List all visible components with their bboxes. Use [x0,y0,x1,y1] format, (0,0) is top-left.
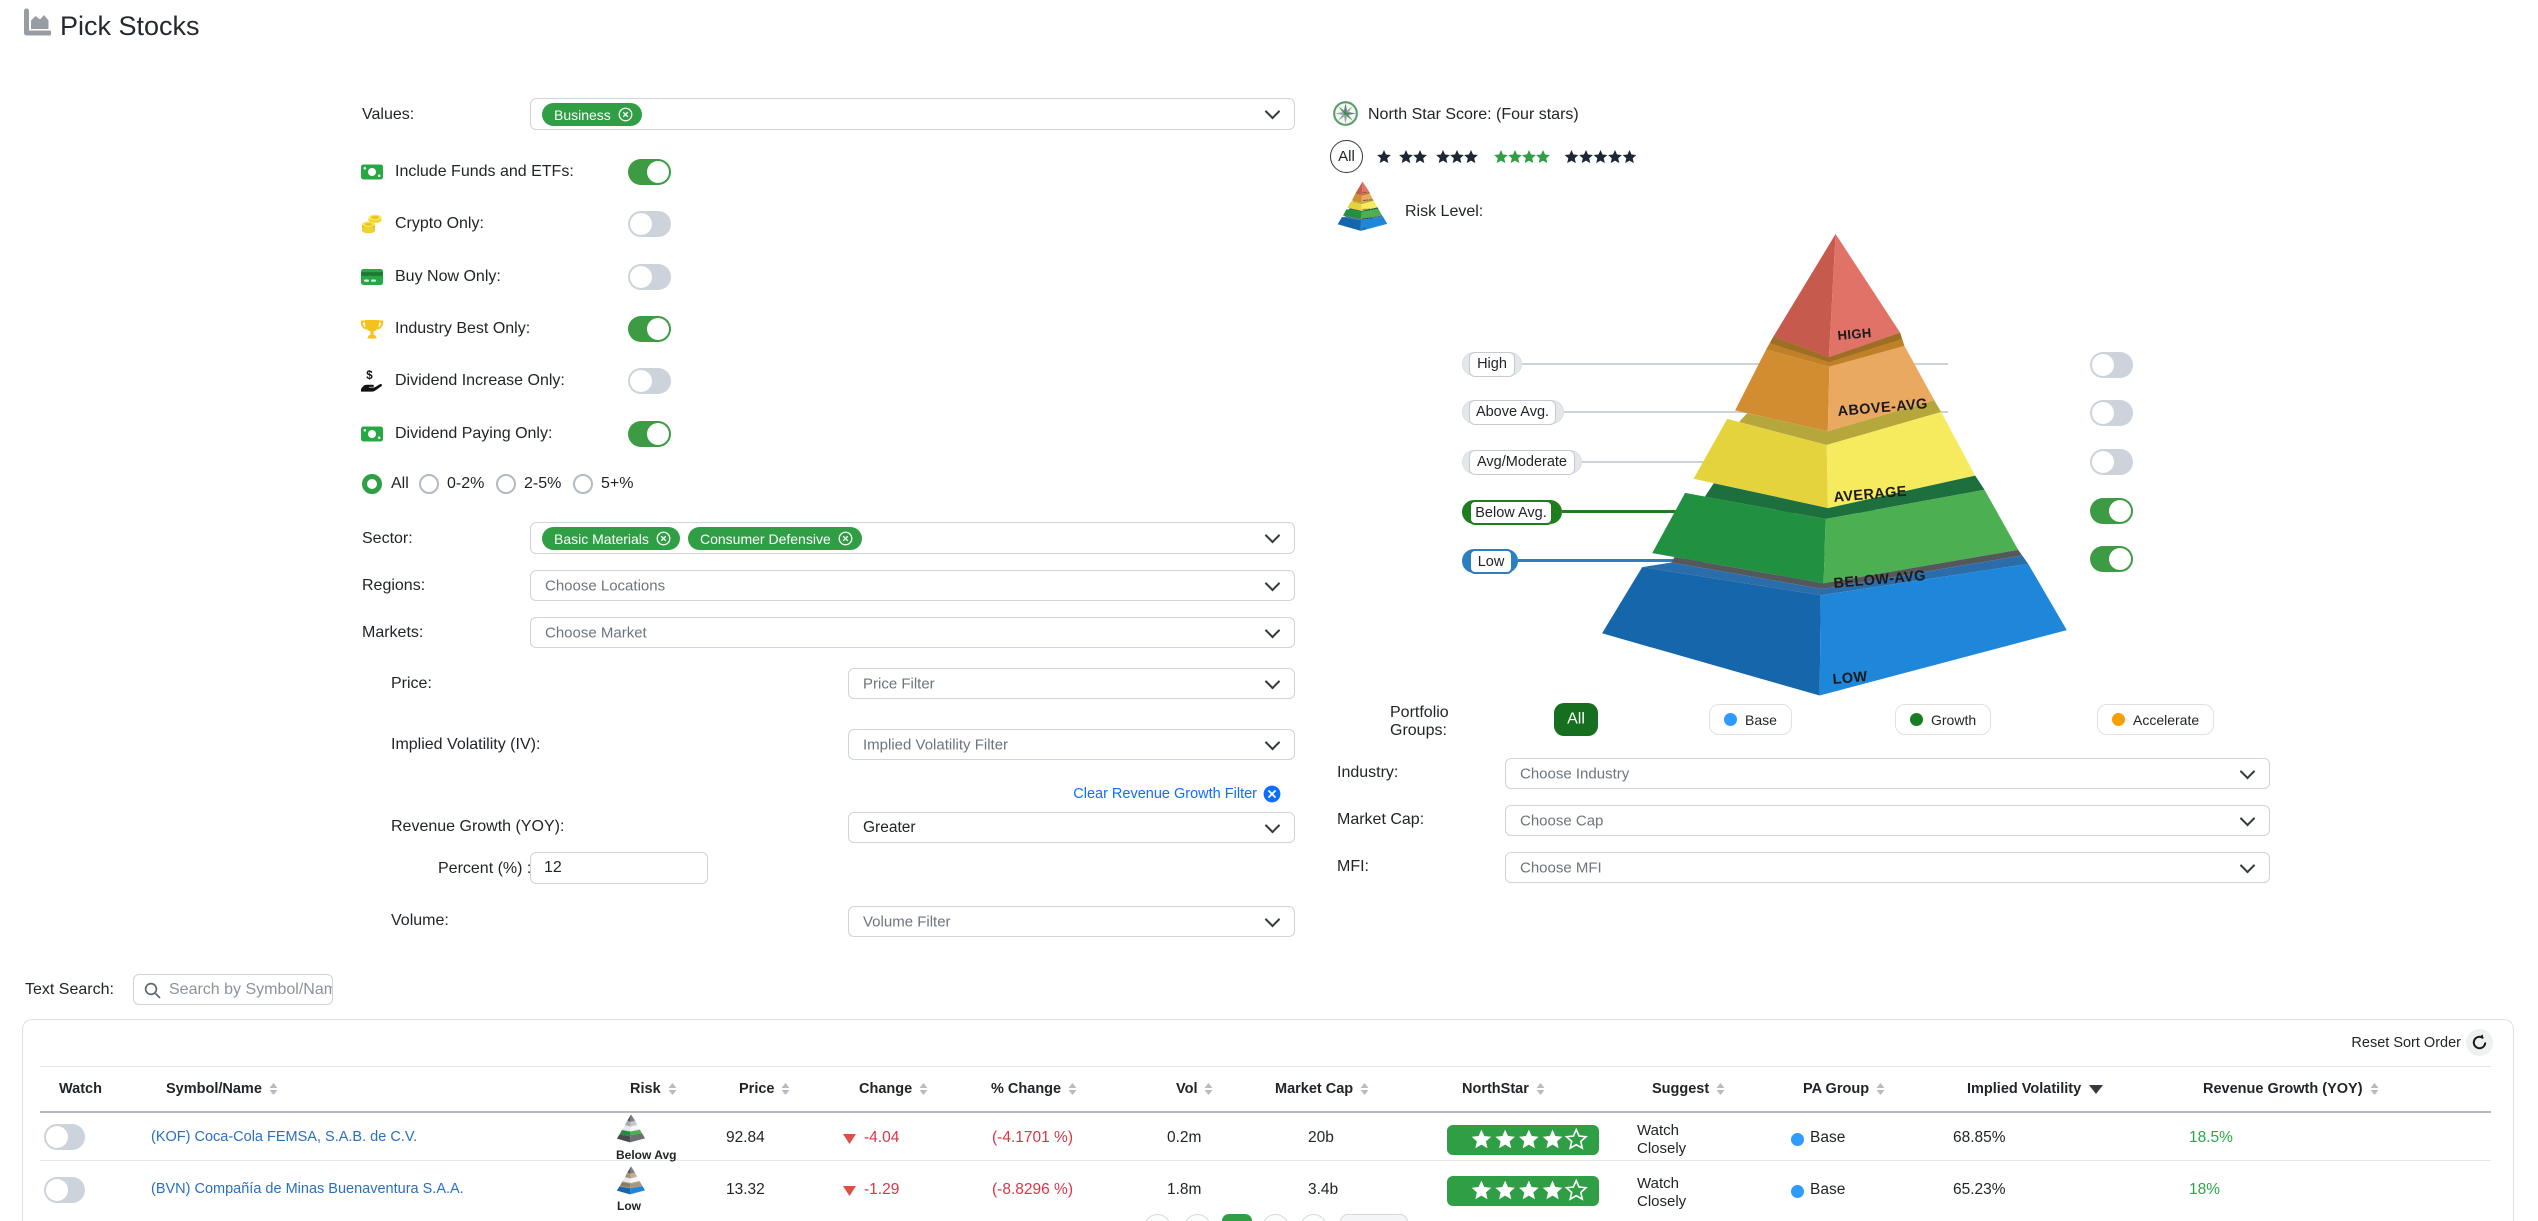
svg-text:LOW: LOW [1832,669,1868,688]
svg-text:AVERAGE: AVERAGE [1833,484,1908,506]
svg-text:ABOVE-AVG: ABOVE-AVG [1837,396,1928,420]
svg-text:HIGH: HIGH [1837,325,1872,343]
svg-text:$: $ [366,370,373,382]
